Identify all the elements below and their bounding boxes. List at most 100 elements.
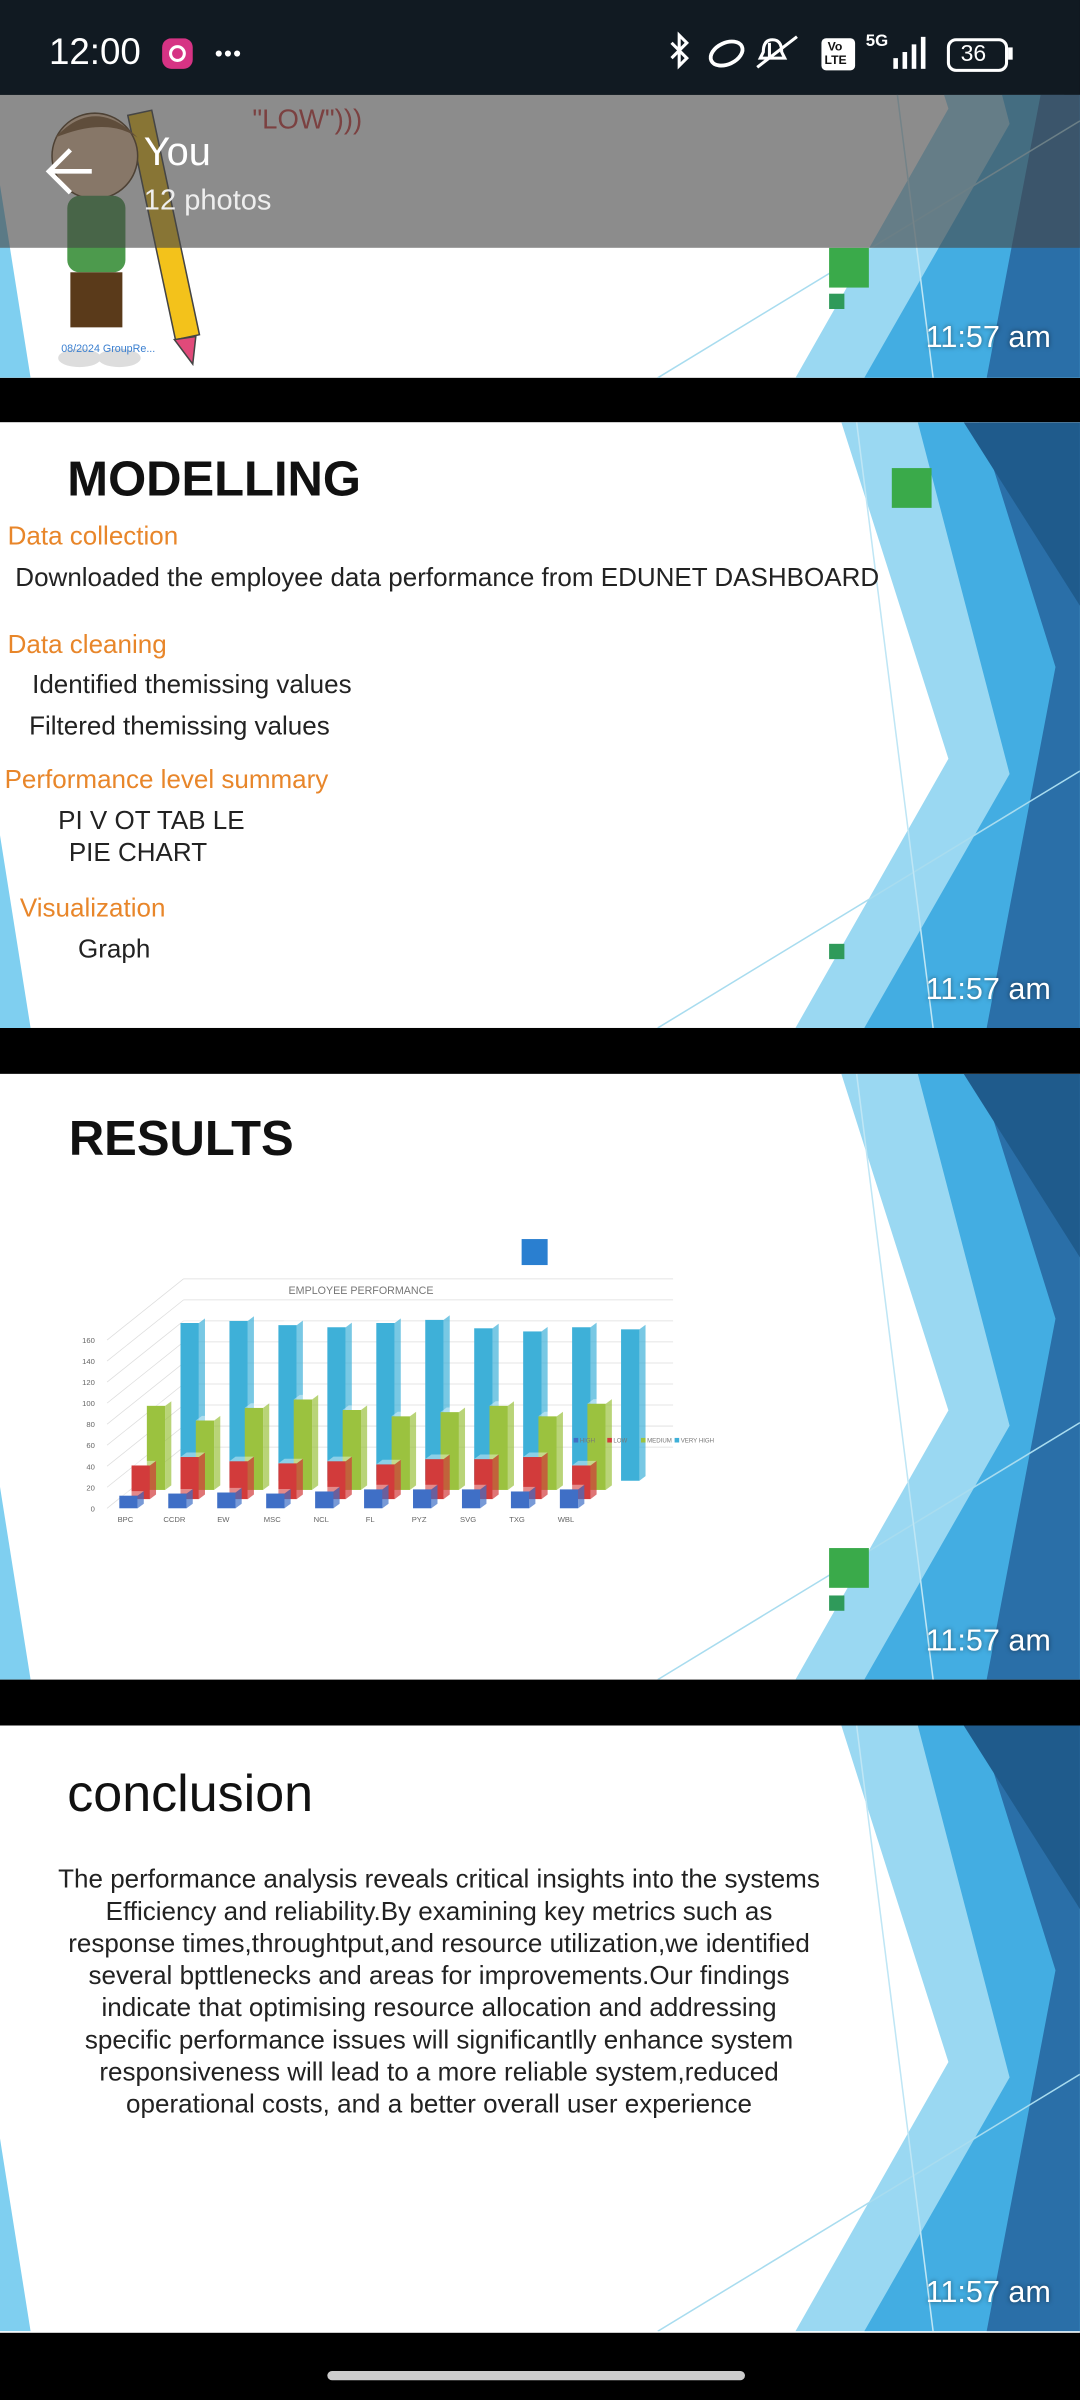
section-heading: Data collection: [7, 521, 179, 551]
bar-front: [364, 1489, 383, 1509]
bar-top: [461, 1484, 487, 1490]
bar-top: [391, 1411, 417, 1417]
bar: [621, 1324, 646, 1481]
bar-top: [229, 1456, 254, 1462]
chat-title: You: [143, 128, 211, 175]
bar-front: [376, 1322, 395, 1481]
bar-top: [523, 1326, 548, 1332]
bar-side: [639, 1324, 646, 1481]
section-item: Graph: [78, 934, 151, 964]
paragraph-line: specific performance issues will signifi…: [84, 2025, 794, 2055]
bar-front: [621, 1329, 640, 1481]
legend-label: VERY HIGH: [681, 1438, 714, 1445]
bar-front: [327, 1327, 346, 1481]
chart-title: EMPLOYEE PERFORMANCE: [289, 1285, 434, 1297]
grid-line: [106, 1278, 184, 1341]
bar-side: [198, 1452, 205, 1500]
decor-shape: [963, 422, 1080, 606]
y-tick-label: 20: [86, 1483, 94, 1492]
bar-front: [180, 1322, 199, 1481]
bar-front: [278, 1325, 297, 1481]
bar-front: [168, 1493, 187, 1509]
bar: [474, 1454, 499, 1500]
decor-shape: [963, 1725, 1080, 1910]
bar-top: [523, 1452, 548, 1458]
bar: [523, 1452, 548, 1500]
bar-top: [425, 1315, 450, 1320]
x-tick-label: EW: [217, 1515, 230, 1524]
paragraph-line: Efficiency and reliability.By examining …: [105, 1896, 773, 1926]
decor-shape: [979, 422, 1080, 1028]
photo[interactable]: RESULTS EMPLOYEE PERFORMANCE 0 20 40 60 80 10…: [0, 1073, 1080, 1680]
bar-top: [327, 1456, 352, 1462]
bar-side: [605, 1399, 612, 1490]
battery-icon: [946, 38, 1009, 72]
bar-side: [529, 1486, 536, 1509]
bar-front: [119, 1495, 138, 1509]
bar: [180, 1452, 205, 1500]
bar-top: [559, 1484, 585, 1490]
bar-top: [621, 1324, 646, 1330]
slide-decoration: [0, 422, 1080, 1028]
y-tick-label: 40: [86, 1462, 94, 1471]
timestamp: 11:57 am: [925, 1624, 1051, 1659]
bar-side: [312, 1394, 319, 1490]
system-icons: [670, 31, 798, 70]
legend-label: HIGH: [580, 1438, 595, 1445]
bar-front: [425, 1319, 444, 1481]
bar-front: [523, 1457, 542, 1500]
x-tick-label: MSC: [264, 1515, 281, 1524]
bar-top: [146, 1401, 172, 1406]
section-item: PIE CHART: [68, 838, 208, 868]
bar-top: [413, 1484, 438, 1490]
bar-side: [345, 1456, 352, 1500]
photo[interactable]: MODELLING Data collection Downloaded the…: [0, 422, 1080, 1028]
y-tick-label: 0: [91, 1504, 95, 1513]
x-tick-label: TXG: [509, 1515, 525, 1524]
y-tick-label: 80: [86, 1420, 94, 1429]
bar-top: [327, 1322, 352, 1328]
decor-shape: [979, 1073, 1080, 1680]
photo[interactable]: conclusion The performance analysis reve…: [0, 1725, 1080, 2333]
battery-tip: [1008, 47, 1013, 60]
bar-side: [507, 1401, 514, 1490]
bar: [244, 1403, 270, 1490]
bar-top: [474, 1454, 499, 1460]
green-square: [829, 293, 845, 309]
decor-line: [657, 2073, 1080, 2332]
bar-side: [480, 1484, 487, 1509]
grid-line: [106, 1383, 184, 1446]
bar-front: [229, 1461, 248, 1500]
bar-top: [266, 1488, 291, 1494]
decor-shape: [0, 1486, 31, 1680]
bar-front: [425, 1459, 444, 1500]
bar-side: [296, 1458, 303, 1500]
bar-top: [474, 1323, 499, 1329]
bar-top: [244, 1403, 270, 1408]
bar-side: [431, 1484, 438, 1509]
section-item: Filtered themissing values: [29, 711, 330, 741]
y-tick-label: 100: [82, 1399, 95, 1408]
bar-top: [168, 1488, 193, 1494]
bar-side: [394, 1459, 401, 1500]
y-tick-label: 140: [82, 1357, 95, 1366]
grid-line: [106, 1320, 184, 1383]
x-tick-label: CCDR: [163, 1515, 186, 1524]
timestamp: 11:57 am: [925, 321, 1051, 355]
timestamp: 11:57 am: [925, 2276, 1051, 2310]
decor-line: [855, 1073, 934, 1680]
bar: [131, 1460, 157, 1500]
bar-top: [489, 1401, 514, 1406]
legend-swatch: [607, 1437, 612, 1443]
section-item: PI V OT TAB LE: [58, 806, 245, 836]
bar-side: [284, 1488, 291, 1509]
bar: [364, 1484, 389, 1509]
decor-shape: [0, 835, 31, 1028]
legend-swatch: [640, 1437, 646, 1443]
section-item: Downloaded the employee data performance…: [15, 562, 880, 592]
bar-front: [217, 1492, 236, 1509]
home-indicator[interactable]: [327, 2371, 745, 2381]
back-button[interactable]: [40, 144, 95, 199]
slide-title: RESULTS: [68, 1110, 294, 1166]
bar-side: [541, 1452, 548, 1500]
